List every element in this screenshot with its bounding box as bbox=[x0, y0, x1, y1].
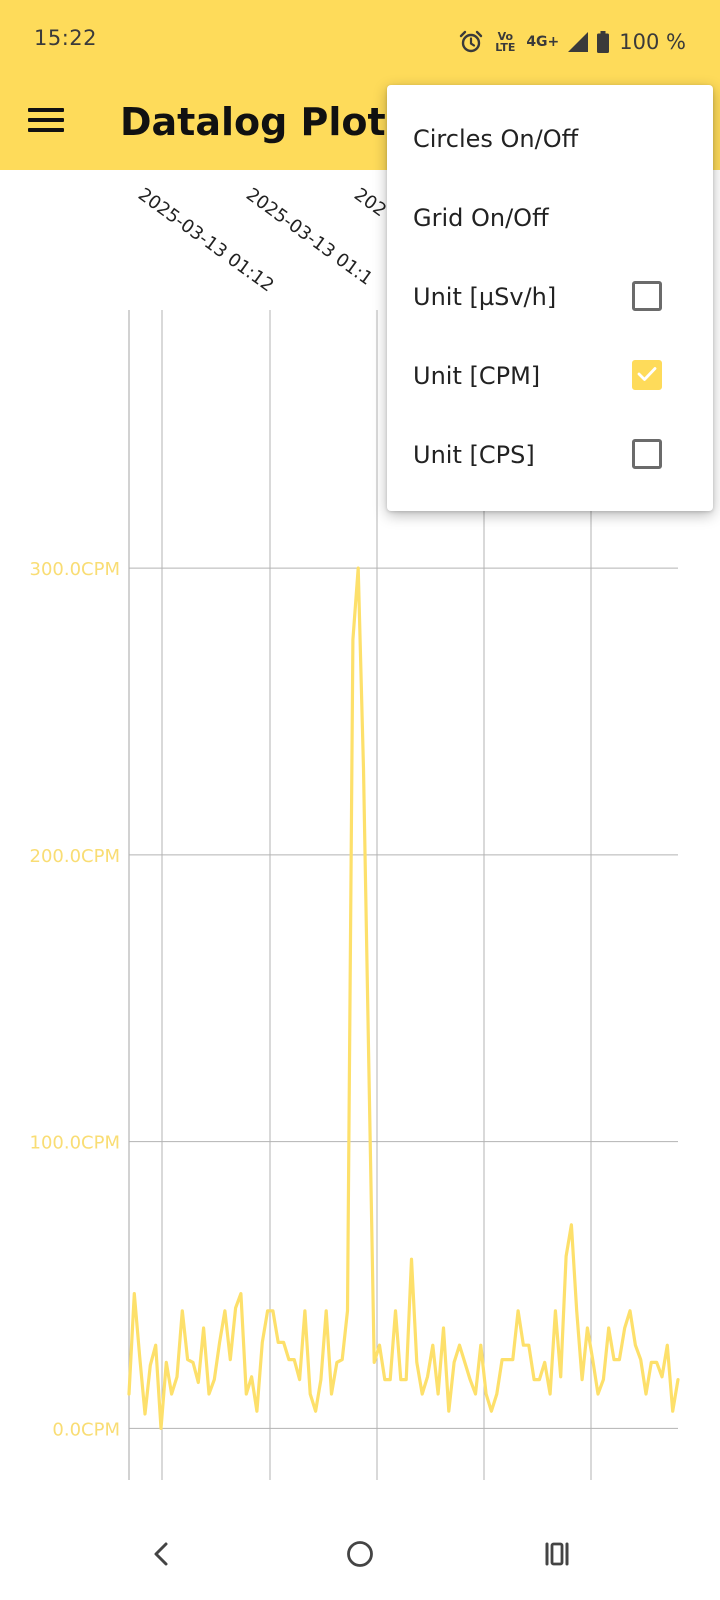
menu-item-label: Grid On/Off bbox=[413, 204, 549, 232]
y-tick-label: 100.0CPM bbox=[30, 1133, 120, 1154]
menu-item-label: Unit [CPM] bbox=[413, 362, 541, 390]
unit-cpm-checkbox[interactable] bbox=[632, 360, 662, 390]
unit-usvh-checkbox[interactable] bbox=[632, 281, 662, 311]
home-icon[interactable] bbox=[330, 1524, 390, 1584]
cpm-series-line bbox=[127, 566, 680, 1431]
x-tick-label: 202 bbox=[350, 184, 390, 221]
menu-item-label: Unit [µSv/h] bbox=[413, 283, 557, 311]
menu-item-grid[interactable]: Grid On/Off bbox=[387, 182, 713, 252]
battery-percent: 100 % bbox=[619, 30, 686, 54]
alarm-icon bbox=[458, 29, 484, 55]
4g-icon: 4G+ bbox=[526, 33, 560, 50]
menu-item-label: Unit [CPS] bbox=[413, 441, 535, 469]
y-tick-label: 0.0CPM bbox=[52, 1419, 120, 1440]
volte-icon: Vo LTE bbox=[495, 30, 516, 54]
back-icon[interactable] bbox=[132, 1524, 192, 1584]
datalog-chart[interactable]: 0.0CPM100.0CPM200.0CPM300.0CPM2025-03-13… bbox=[0, 170, 720, 1510]
recents-icon[interactable] bbox=[527, 1524, 587, 1584]
unit-cps-checkbox[interactable] bbox=[632, 439, 662, 469]
y-tick-label: 300.0CPM bbox=[30, 559, 120, 580]
menu-item-circles[interactable]: Circles On/Off bbox=[387, 103, 713, 173]
hamburger-menu-icon[interactable] bbox=[28, 108, 64, 138]
menu-item-unit-usvh[interactable]: Unit [µSv/h] bbox=[387, 261, 713, 331]
signal-icon bbox=[567, 31, 589, 53]
menu-item-unit-cps[interactable]: Unit [CPS] bbox=[387, 419, 713, 489]
menu-item-unit-cpm[interactable]: Unit [CPM] bbox=[387, 340, 713, 410]
status-icons: Vo LTE 4G+ 100 % bbox=[458, 24, 686, 60]
page-title: Datalog Plot bbox=[120, 100, 386, 144]
system-nav-bar bbox=[0, 1510, 720, 1600]
battery-icon bbox=[597, 31, 610, 53]
overflow-menu: Circles On/Off Grid On/Off Unit [µSv/h] … bbox=[387, 85, 713, 511]
status-time: 15:22 bbox=[34, 26, 98, 50]
y-tick-label: 200.0CPM bbox=[30, 846, 120, 867]
menu-item-label: Circles On/Off bbox=[413, 125, 579, 153]
